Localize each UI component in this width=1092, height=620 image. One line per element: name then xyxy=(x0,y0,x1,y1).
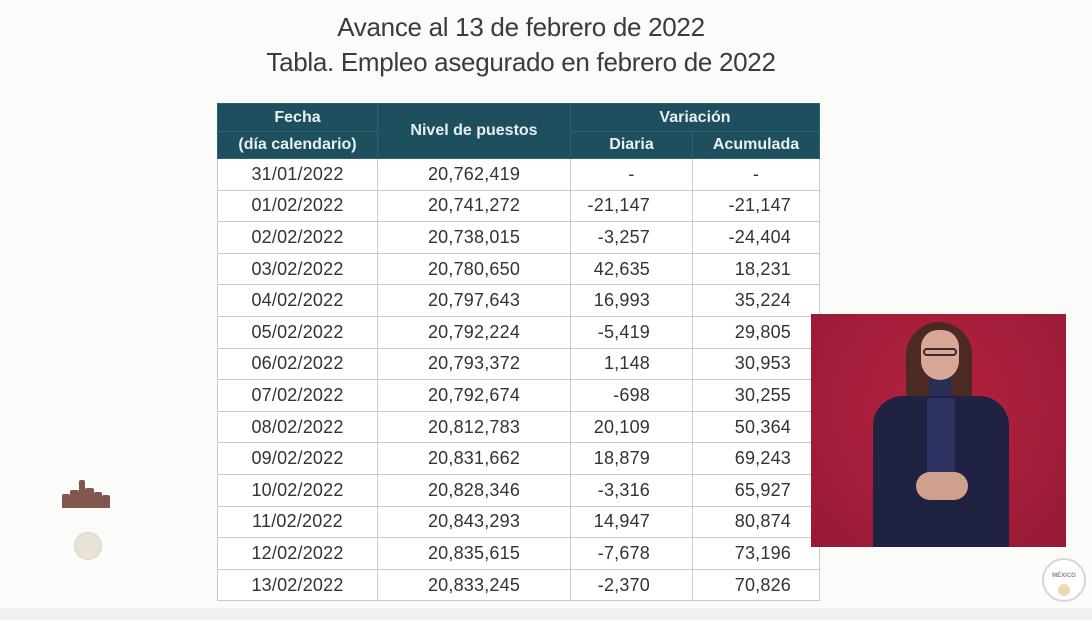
cell-nivel: 20,792,224 xyxy=(377,315,571,349)
table-row: 07/02/2022 20,792,674 -698 30,255 xyxy=(217,379,820,412)
cell-acumulada: 30,255 xyxy=(692,379,820,412)
header-fecha: Fecha xyxy=(217,103,378,132)
cell-fecha: 31/01/2022 xyxy=(217,158,378,191)
cell-nivel: 20,762,419 xyxy=(377,158,571,191)
table-row: 13/02/2022 20,833,245 -2,370 70,826 xyxy=(217,568,820,602)
cell-nivel: 20,812,783 xyxy=(377,410,571,444)
cell-acumulada: 35,224 xyxy=(692,284,820,317)
cell-acumulada: 29,805 xyxy=(692,315,820,349)
table-row: 06/02/2022 20,793,372 1,148 30,953 xyxy=(217,347,820,381)
cell-nivel: 20,828,346 xyxy=(377,473,571,507)
cell-nivel: 20,843,293 xyxy=(377,505,571,539)
cell-fecha: 11/02/2022 xyxy=(217,505,378,539)
header-variacion: Variación xyxy=(570,103,820,132)
cell-diaria: - xyxy=(570,158,693,191)
cell-fecha: 01/02/2022 xyxy=(217,189,378,223)
cell-nivel: 20,741,272 xyxy=(377,189,571,223)
cell-diaria: -3,316 xyxy=(570,473,693,507)
table-row: 03/02/2022 20,780,650 42,635 18,231 xyxy=(217,252,820,286)
cell-fecha: 05/02/2022 xyxy=(217,315,378,349)
cell-diaria: 42,635 xyxy=(570,252,693,286)
cell-acumulada: 50,364 xyxy=(692,410,820,444)
cell-fecha: 12/02/2022 xyxy=(217,537,378,570)
cell-diaria: -5,419 xyxy=(570,315,693,349)
header-diaria: Diaria xyxy=(570,131,693,159)
cell-nivel: 20,831,662 xyxy=(377,442,571,475)
cell-acumulada: 70,826 xyxy=(692,568,820,602)
cell-acumulada: 18,231 xyxy=(692,252,820,286)
cell-acumulada: 80,874 xyxy=(692,505,820,539)
interpreter-shirt xyxy=(927,398,955,478)
cell-diaria: 20,109 xyxy=(570,410,693,444)
slide-subtitle: Tabla. Empleo asegurado en febrero de 20… xyxy=(266,47,776,77)
cell-fecha: 09/02/2022 xyxy=(217,442,378,475)
cell-nivel: 20,780,650 xyxy=(377,252,571,286)
cell-acumulada: -21,147 xyxy=(692,189,820,223)
cell-diaria: -21,147 xyxy=(570,189,693,223)
cell-fecha: 04/02/2022 xyxy=(217,284,378,317)
table-row: 11/02/2022 20,843,293 14,947 80,874 xyxy=(217,505,820,539)
cell-fecha: 08/02/2022 xyxy=(217,410,378,444)
table-row: 01/02/2022 20,741,272 -21,147 -21,147 xyxy=(217,189,820,223)
table-row: 12/02/2022 20,835,615 -7,678 73,196 xyxy=(217,537,820,570)
cell-diaria: 14,947 xyxy=(570,505,693,539)
header-fecha-label: Fecha xyxy=(274,108,321,126)
header-fecha-sub: (día calendario) xyxy=(217,131,378,159)
cell-diaria: 1,148 xyxy=(570,347,693,381)
cell-acumulada: 65,927 xyxy=(692,473,820,507)
table-row: 02/02/2022 20,738,015 -3,257 -24,404 xyxy=(217,221,820,254)
bottom-band xyxy=(0,608,1092,620)
table-row: 31/01/2022 20,762,419 - - xyxy=(217,158,820,191)
cell-fecha: 03/02/2022 xyxy=(217,252,378,286)
glasses-icon xyxy=(923,348,957,356)
mexico-seal-emblem xyxy=(1058,584,1070,596)
seal-icon xyxy=(74,532,102,560)
mexico-seal-text: MÉXICO xyxy=(1052,573,1076,579)
cell-nivel: 20,833,245 xyxy=(377,568,571,602)
slide-header: Avance al 13 de febrero de 2022 Tabla. E… xyxy=(0,10,1092,80)
employment-table: Fecha Nivel de puestos Variación (día ca… xyxy=(217,103,820,602)
cell-nivel: 20,835,615 xyxy=(377,537,571,570)
sign-language-interpreter-video xyxy=(811,314,1066,547)
table-row: 08/02/2022 20,812,783 20,109 50,364 xyxy=(217,410,820,444)
cell-acumulada: 73,196 xyxy=(692,537,820,570)
table-row: 10/02/2022 20,828,346 -3,316 65,927 xyxy=(217,473,820,507)
table-row: 04/02/2022 20,797,643 16,993 35,224 xyxy=(217,284,820,317)
cell-fecha: 07/02/2022 xyxy=(217,379,378,412)
mexico-seal-icon: MÉXICO xyxy=(1042,558,1086,602)
cell-nivel: 20,792,674 xyxy=(377,379,571,412)
cell-nivel: 20,738,015 xyxy=(377,221,571,254)
cell-diaria: -2,370 xyxy=(570,568,693,602)
interpreter-neck xyxy=(929,376,951,396)
cell-diaria: 18,879 xyxy=(570,442,693,475)
cell-nivel: 20,793,372 xyxy=(377,347,571,381)
cell-acumulada: - xyxy=(692,158,820,191)
table-row: 05/02/2022 20,792,224 -5,419 29,805 xyxy=(217,315,820,349)
cell-fecha: 10/02/2022 xyxy=(217,473,378,507)
cell-diaria: 16,993 xyxy=(570,284,693,317)
building-logo-icon xyxy=(58,478,114,508)
cell-fecha: 06/02/2022 xyxy=(217,347,378,381)
cell-nivel: 20,797,643 xyxy=(377,284,571,317)
header-nivel: Nivel de puestos xyxy=(377,103,571,159)
cell-acumulada: -24,404 xyxy=(692,221,820,254)
cell-diaria: -7,678 xyxy=(570,537,693,570)
cell-diaria: -698 xyxy=(570,379,693,412)
header-acumulada: Acumulada xyxy=(692,131,820,159)
interpreter-hands xyxy=(916,472,968,500)
slide-title: Avance al 13 de febrero de 2022 xyxy=(337,12,705,42)
cell-fecha: 02/02/2022 xyxy=(217,221,378,254)
table-row: 09/02/2022 20,831,662 18,879 69,243 xyxy=(217,442,820,475)
cell-diaria: -3,257 xyxy=(570,221,693,254)
cell-acumulada: 69,243 xyxy=(692,442,820,475)
cell-acumulada: 30,953 xyxy=(692,347,820,381)
cell-fecha: 13/02/2022 xyxy=(217,568,378,602)
